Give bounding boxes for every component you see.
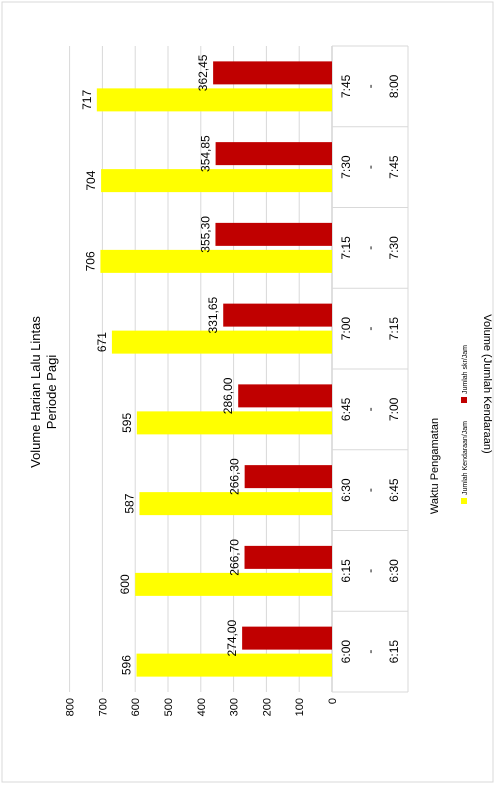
y-tick-label: 700	[97, 698, 109, 716]
bar-kendaraan	[100, 249, 332, 273]
category-label-end: 7:15	[387, 317, 401, 341]
legend-swatch-skr	[461, 397, 467, 403]
bar-skr	[215, 142, 333, 166]
data-label-kendaraan: 596	[120, 655, 134, 675]
data-label-skr: 362,45	[196, 54, 210, 91]
category-label-start: 7:30	[339, 155, 353, 179]
legend: Jumlah Kendaraan/Jam Jumlah skr/Jam	[461, 345, 469, 504]
data-label-skr: 354,85	[199, 135, 213, 172]
data-label-skr: 266,30	[228, 458, 242, 495]
bar-kendaraan	[136, 411, 332, 435]
chart-title: Volume Harian Lalu Lintas	[28, 316, 43, 468]
bar-kendaraan	[111, 330, 332, 354]
category-label-sep: -	[363, 650, 377, 654]
legend-label-kendaraan: Jumlah Kendaraan/Jam	[462, 421, 469, 495]
bar-skr	[215, 222, 332, 246]
category-label-sep: -	[363, 488, 377, 492]
category-label-start: 6:45	[339, 397, 353, 421]
y-tick-label: 400	[196, 698, 208, 716]
category-label-start: 7:00	[339, 317, 353, 341]
data-label-kendaraan: 717	[80, 90, 94, 110]
bar-kendaraan	[139, 492, 332, 516]
y-tick-label: 500	[163, 698, 175, 716]
y-axis-title: Volume (Jumlah Kendaraan)	[481, 314, 493, 453]
y-tick-label: 800	[65, 698, 77, 716]
data-label-kendaraan: 587	[122, 493, 136, 513]
y-tick-label: 600	[130, 698, 142, 716]
category-label-start: 7:15	[339, 236, 353, 260]
category-label-sep: -	[363, 327, 377, 331]
category-label-end: 6:30	[387, 559, 401, 583]
y-tick-label: 0	[327, 698, 339, 704]
data-label-kendaraan: 600	[118, 574, 132, 594]
bar-kendaraan	[135, 572, 332, 596]
category-label-end: 7:45	[387, 155, 401, 179]
category-table-lines	[332, 45, 409, 693]
data-label-skr: 331,65	[206, 296, 220, 333]
data-label-kendaraan: 704	[84, 170, 98, 190]
bar-skr	[238, 384, 332, 408]
bar-skr	[244, 545, 332, 569]
y-tick-label: 100	[294, 698, 306, 716]
bar-skr	[213, 61, 332, 85]
bar-kendaraan	[96, 88, 332, 112]
category-label-end: 7:30	[387, 236, 401, 260]
legend-swatch-kendaraan	[461, 498, 467, 504]
category-label-end: 8:00	[387, 74, 401, 98]
x-axis-title: Waktu Pengamatan	[429, 418, 441, 514]
category-label-sep: -	[363, 246, 377, 250]
category-labels: 6:00 - 6:15 6:15 - 6:30 6:30 - 6:45 6:45 - 7:00 7:00…	[339, 74, 401, 663]
category-label-start: 6:30	[339, 478, 353, 502]
category-label-end: 6:15	[387, 640, 401, 664]
category-label-sep: -	[363, 84, 377, 88]
category-label-sep: -	[363, 407, 377, 411]
category-label-sep: -	[363, 165, 377, 169]
data-label-kendaraan: 595	[120, 413, 134, 433]
category-label-end: 7:00	[387, 397, 401, 421]
bar-skr	[244, 465, 332, 489]
y-tick-label: 200	[261, 698, 273, 716]
data-label-skr: 274,00	[225, 619, 239, 656]
data-label-kendaraan: 671	[95, 332, 109, 352]
category-label-start: 6:15	[339, 559, 353, 583]
y-tick-labels: 0 100 200 300 400 500 600 700 800	[65, 698, 339, 716]
data-labels-group: 596 274,00 600 266,70 587 266,30 595 286,00 671 3…	[80, 54, 242, 675]
category-label-sep: -	[363, 569, 377, 573]
bar-skr	[242, 626, 333, 650]
bar-kendaraan	[101, 169, 332, 193]
bar-skr	[223, 303, 332, 327]
legend-label-skr: Jumlah skr/Jam	[462, 345, 469, 394]
y-tick-label: 300	[229, 698, 241, 716]
data-label-skr: 355,30	[198, 216, 212, 253]
data-label-kendaraan: 706	[83, 251, 97, 271]
data-label-skr: 286,00	[221, 377, 235, 414]
chart-subtitle: Periode Pagi	[44, 355, 59, 430]
bars-group	[96, 61, 333, 677]
category-label-end: 6:45	[387, 478, 401, 502]
rotated-chart: 596 274,00 600 266,70 587 266,30 595 286,00 671 3…	[28, 45, 493, 716]
bar-kendaraan	[136, 653, 332, 677]
data-label-skr: 266,70	[228, 539, 242, 576]
category-label-start: 7:45	[339, 74, 353, 98]
category-label-start: 6:00	[339, 640, 353, 664]
